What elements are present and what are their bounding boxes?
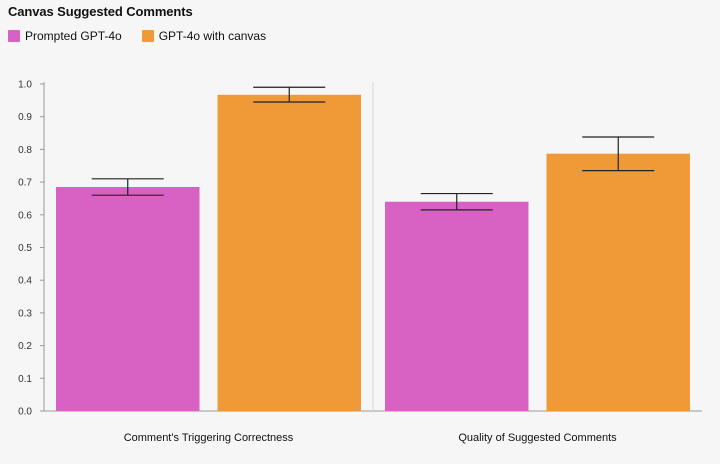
y-tick-label: 0.0 [18,407,32,418]
y-tick-label: 0.8 [18,145,32,156]
legend-item-prompted: Prompted GPT-4o [8,29,122,43]
y-tick-label: 0.4 [18,276,32,287]
chart-title: Canvas Suggested Comments [8,4,193,19]
legend-swatch-canvas [141,30,154,42]
category-label: Quality of Suggested Comments [458,432,617,444]
y-tick-label: 0.9 [18,112,32,123]
y-tick-label: 0.7 [18,178,32,189]
y-tick-label: 0.3 [18,308,32,319]
legend-label-prompted: Prompted GPT-4o [25,29,122,43]
bar-canvas-0 [217,94,361,411]
category-label: Comment's Triggering Correctness [124,432,294,444]
legend-swatch-prompted [8,30,20,42]
bar-prompted-1 [385,201,529,411]
y-tick-label: 0.1 [18,374,32,385]
y-tick-label: 0.5 [18,243,32,254]
y-tick-label: 0.6 [18,210,32,221]
bar-canvas-1 [546,153,690,411]
legend: Prompted GPT-4o GPT-4o with canvas [8,29,266,43]
y-tick-label: 0.2 [18,341,32,352]
bar-prompted-0 [56,187,200,411]
y-tick-label: 1.0 [18,80,32,91]
legend-label-canvas: GPT-4o with canvas [158,29,267,43]
legend-item-canvas: GPT-4o with canvas [141,29,267,43]
